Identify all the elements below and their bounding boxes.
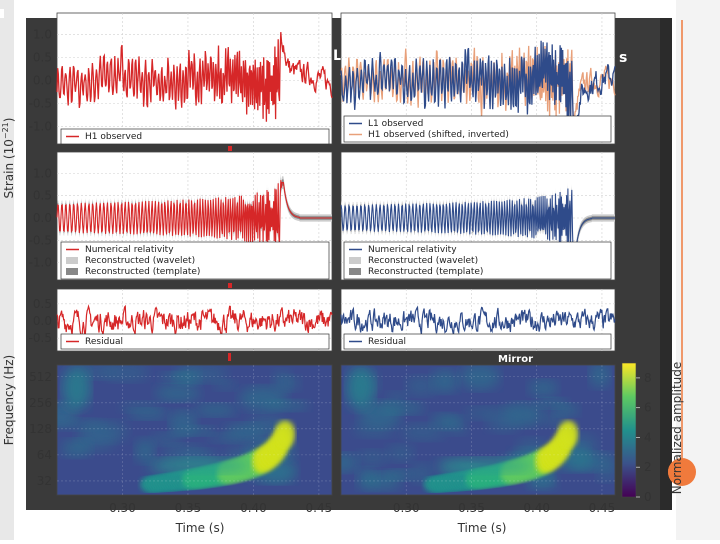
ytick-label: 0.0	[33, 314, 52, 328]
freq-tick-label: 128	[29, 422, 52, 436]
legend-l1-reconstructed	[343, 241, 612, 280]
colorbar-tick-label: 6	[644, 401, 652, 415]
ytick-label: 0.5	[33, 51, 52, 65]
slide-title-fragment-l: L	[333, 48, 342, 64]
freq-tick-label: 256	[29, 396, 52, 410]
legend-swatch	[349, 268, 361, 275]
h1-observed-line	[56, 32, 333, 122]
legend-entry: Numerical relativity	[85, 245, 174, 255]
time-tick-label: 0.40	[523, 501, 550, 515]
colorbar-label: Normalized amplitude	[670, 362, 684, 495]
l1-residual-line	[340, 305, 616, 335]
slide-right-band	[660, 18, 672, 510]
freq-tick-label: 64	[37, 448, 52, 462]
legend-h1-observed	[60, 128, 330, 145]
legend-h1-reconstructed	[60, 241, 330, 280]
legend-entry: Reconstructed (wavelet)	[368, 256, 478, 266]
time-tick-label: 0.45	[306, 501, 333, 515]
h1-nr-line	[56, 180, 332, 251]
legend-entry: Reconstructed (template)	[368, 267, 483, 277]
spectrogram-l1	[341, 365, 615, 495]
legend-swatch	[66, 257, 78, 264]
ytick-label: 0.5	[33, 189, 52, 203]
ytick-label: -1.0	[29, 119, 52, 133]
ytick-label: -0.5	[29, 96, 52, 110]
axis-ticks: 1.0 0.5 0.0 -0.5 -1.0 1.0 0.5 0.0 -0.5 -1.0 0.5 0.0…	[29, 28, 616, 515]
time-axis-label-right: Time (s)	[457, 521, 507, 535]
right-margin	[676, 0, 720, 540]
colorbar-tick-label: 0	[644, 490, 652, 504]
legend-entry: L1 observed	[368, 119, 423, 129]
time-axis-label-left: Time (s)	[175, 521, 225, 535]
time-tick-label: 0.45	[589, 501, 616, 515]
legend-h1-residual	[60, 333, 330, 350]
legend-entry: H1 observed	[85, 132, 142, 142]
left-margin-strip	[0, 0, 14, 540]
colorbar-tick-label: 4	[644, 430, 652, 444]
colorbar-ticks: 0 2 4 6 8	[636, 371, 652, 504]
slide-title-fragment-s: s	[619, 50, 627, 66]
freq-tick-label: 32	[37, 474, 52, 488]
legend-entry: Residual	[368, 337, 406, 347]
colorbar	[621, 362, 637, 498]
accent-dot	[668, 458, 696, 486]
slide-caption-fragment: Mirror	[498, 354, 533, 365]
time-tick-label: 0.30	[109, 501, 136, 515]
frequency-axis-label: Frequency (Hz)	[2, 355, 16, 446]
ytick-label: -0.5	[29, 233, 52, 247]
legend-entry: Reconstructed (wavelet)	[85, 256, 195, 266]
l1-observed-line	[340, 40, 616, 132]
legend-entry: Reconstructed (template)	[85, 267, 200, 277]
ytick-label: -0.5	[29, 331, 52, 345]
ytick-label: -1.0	[29, 256, 52, 270]
ytick-label: 1.0	[33, 28, 52, 42]
waveforms	[56, 32, 616, 338]
ytick-label: 0.0	[33, 74, 52, 88]
legend-entry: Residual	[85, 337, 123, 347]
legend-entry: H1 observed (shifted, inverted)	[368, 130, 509, 140]
freq-tick-label: 512	[29, 370, 52, 384]
red-marker-2	[228, 283, 232, 288]
legend-l1-residual	[343, 333, 612, 350]
spectrogram-h1	[57, 365, 332, 495]
legend-entry: Numerical relativity	[368, 245, 457, 255]
legend-swatch	[349, 257, 361, 264]
ytick-label: 0.5	[33, 297, 52, 311]
red-marker-3	[228, 353, 231, 361]
legend-l1-observed	[343, 115, 612, 143]
ytick-label: 1.0	[33, 166, 52, 180]
red-marker-1	[228, 146, 232, 151]
time-tick-label: 0.35	[458, 501, 485, 515]
time-tick-label: 0.30	[393, 501, 420, 515]
colorbar-tick-label: 8	[644, 371, 652, 385]
l1-nr-line	[340, 188, 615, 253]
time-tick-label: 0.35	[175, 501, 202, 515]
ytick-label: 0.0	[33, 211, 52, 225]
legend-swatch	[66, 268, 78, 275]
colorbar-tick-label: 2	[644, 460, 652, 474]
time-tick-label: 0.40	[240, 501, 267, 515]
